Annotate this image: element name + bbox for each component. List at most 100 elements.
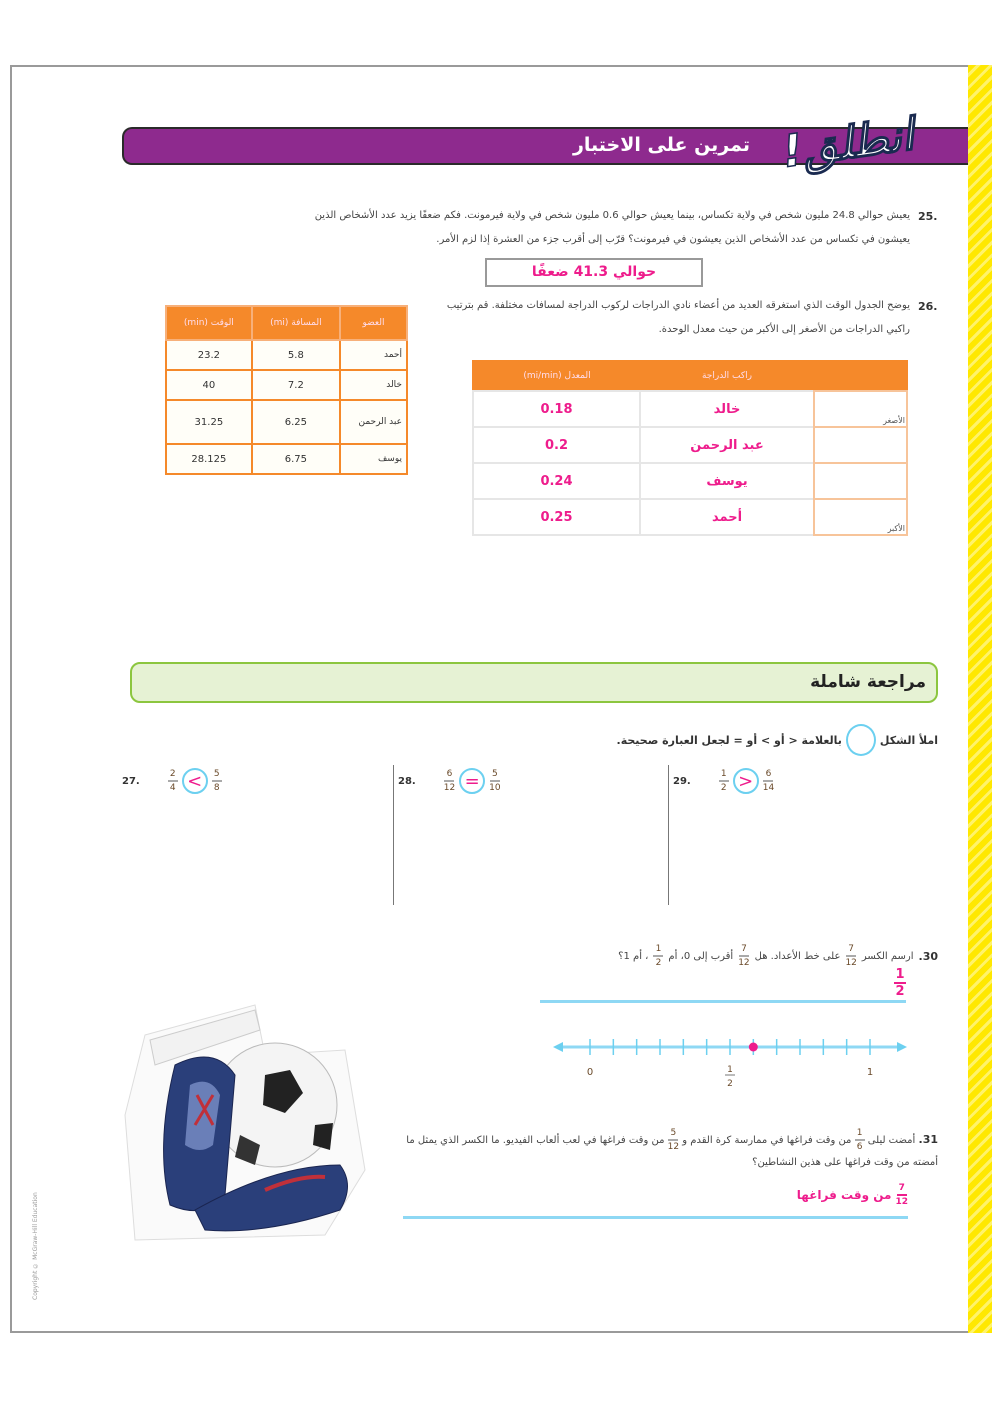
circle-shape-icon <box>845 724 876 756</box>
text: من وقت فراغها في ممارسة كرة القدم و <box>682 1135 852 1146</box>
cell-member: يوسف <box>339 443 408 475</box>
tick-label-0: 0 <box>587 1067 593 1078</box>
comparison-circle: < <box>181 768 208 794</box>
yellow-edge-stripe <box>968 65 992 1333</box>
text: أمضت ليلى <box>867 1135 916 1146</box>
problem-27-number: 27. <box>122 775 140 787</box>
table-row: الأصغر خالد 0.18 <box>472 390 908 428</box>
table-row: أحمد 5.8 23.2 <box>165 339 408 371</box>
problem-29-number: 29. <box>673 775 691 787</box>
cyclist-data-table: العضو المسافة (mi) الوقت (min) أحمد 5.8 23… <box>165 305 408 475</box>
section-header-bar: تمرين على الاختبار <box>122 127 968 165</box>
problem-25-text: يعيش حوالي 24.8 مليون شخص في ولاية تكساس… <box>314 210 910 245</box>
fraction: 7 12 <box>845 944 857 968</box>
table-row: عبد الرحمن 6.25 31.25 <box>165 399 408 445</box>
tick-label-half-den: 2 <box>727 1079 733 1089</box>
problem-28: 28. 6 12 = 5 10 <box>398 768 501 794</box>
page-frame <box>10 65 968 1333</box>
blank-label <box>813 426 908 464</box>
tick-label-half-num: 1 <box>727 1065 733 1075</box>
table-row: الأكبر أحمد 0.25 <box>472 498 908 536</box>
plotted-point <box>748 1042 758 1052</box>
tick-label-1: 1 <box>867 1067 873 1078</box>
fraction-left: 6 12 <box>443 769 456 793</box>
review-instruction: املأ الشكل بالعلامة < أو > أو = لجعل الع… <box>617 724 938 756</box>
answer-line <box>403 1216 908 1219</box>
cell-distance: 6.25 <box>250 399 342 445</box>
column-divider <box>668 765 669 905</box>
cell-time: 28.125 <box>165 443 253 475</box>
comparison-circle: = <box>459 768 486 794</box>
cell-time: 31.25 <box>165 399 253 445</box>
cell-rate: 0.25 <box>472 498 641 536</box>
smallest-label: الأصغر <box>813 390 908 428</box>
number-line: 0 1 1 2 <box>553 1039 907 1089</box>
review-banner: مراجعة شاملة <box>130 662 938 703</box>
answer-rate-table: راكب الدراجة المعدل (mi/min) الأصغر خالد 0… <box>472 360 908 536</box>
text: على خط الأعداد. هل <box>754 950 841 962</box>
header-member: العضو <box>339 305 408 341</box>
table-row: خالد 7.2 40 <box>165 369 408 401</box>
problem-25-number: 25. <box>918 210 938 223</box>
header-rate: المعدل (mi/min) <box>473 361 640 391</box>
column-divider <box>393 765 394 905</box>
text: من وقت فراغها في لعب ألعاب الفيديو. ما ا… <box>406 1135 938 1168</box>
problem-26-text: يوضح الجدول الوقت الذي استغرقه العديد من… <box>446 300 910 335</box>
cell-time: 40 <box>165 369 253 401</box>
largest-label: الأكبر <box>813 498 908 536</box>
problem-26-number: 26. <box>918 300 938 313</box>
answer-fraction: 7 12 <box>895 1183 908 1207</box>
right-arrow-icon <box>897 1042 907 1052</box>
cell-rider: يوسف <box>639 462 815 500</box>
table-row: يوسف 6.75 28.125 <box>165 443 408 475</box>
answer-line <box>540 1000 906 1003</box>
header-time: الوقت (min) <box>165 305 253 341</box>
review-title: مراجعة شاملة <box>810 672 926 692</box>
instruction-pre: املأ الشكل <box>879 733 938 747</box>
table-header-row: راكب الدراجة المعدل (mi/min) <box>473 361 907 391</box>
cell-member: خالد <box>339 369 408 401</box>
table-row: يوسف 0.24 <box>472 462 908 500</box>
fraction: 7 12 <box>738 944 750 968</box>
soccer-ball-and-shin-guards-photo <box>124 1004 366 1241</box>
instruction-post: بالعلامة < أو > أو = لجعل العبارة صحيحة. <box>616 733 842 747</box>
answer-text: من وقت فراغها <box>796 1188 892 1202</box>
text: أقرب إلى 0، أم <box>668 950 734 962</box>
cell-distance: 6.75 <box>250 443 342 475</box>
cell-member: عبد الرحمن <box>339 399 408 445</box>
cell-rider: خالد <box>639 390 815 428</box>
table-header-row: العضو المسافة (mi) الوقت (min) <box>165 305 408 341</box>
problem-25-answer: حوالي 41.3 ضعفًا <box>485 258 703 287</box>
problem-31-answer: 7 12 من وقت فراغها <box>797 1183 908 1207</box>
problem-28-number: 28. <box>398 775 416 787</box>
fraction: 5 12 <box>667 1128 680 1152</box>
section-title: تمرين على الاختبار <box>572 134 750 156</box>
table-row: عبد الرحمن 0.2 <box>472 426 908 464</box>
copyright-notice: Copyright © McGraw-Hill Education <box>32 1192 39 1300</box>
header-blank <box>814 361 907 391</box>
cell-distance: 5.8 <box>250 339 342 371</box>
cell-rate: 0.2 <box>472 426 641 464</box>
cell-time: 23.2 <box>165 339 253 371</box>
fraction-right: 6 14 <box>762 769 775 793</box>
cell-rider: أحمد <box>639 498 815 536</box>
text: ، أم 1؟ <box>618 950 649 962</box>
cell-rate: 0.18 <box>472 390 641 428</box>
fraction-right: 5 10 <box>489 769 501 793</box>
problem-30-number: 30. <box>918 949 939 963</box>
cell-member: أحمد <box>339 339 408 371</box>
header-distance: المسافة (mi) <box>250 305 342 341</box>
cell-distance: 7.2 <box>250 369 342 401</box>
problem-31-number: 31. <box>918 1133 939 1146</box>
left-arrow-icon <box>553 1042 563 1052</box>
cell-rider: عبد الرحمن <box>639 426 815 464</box>
